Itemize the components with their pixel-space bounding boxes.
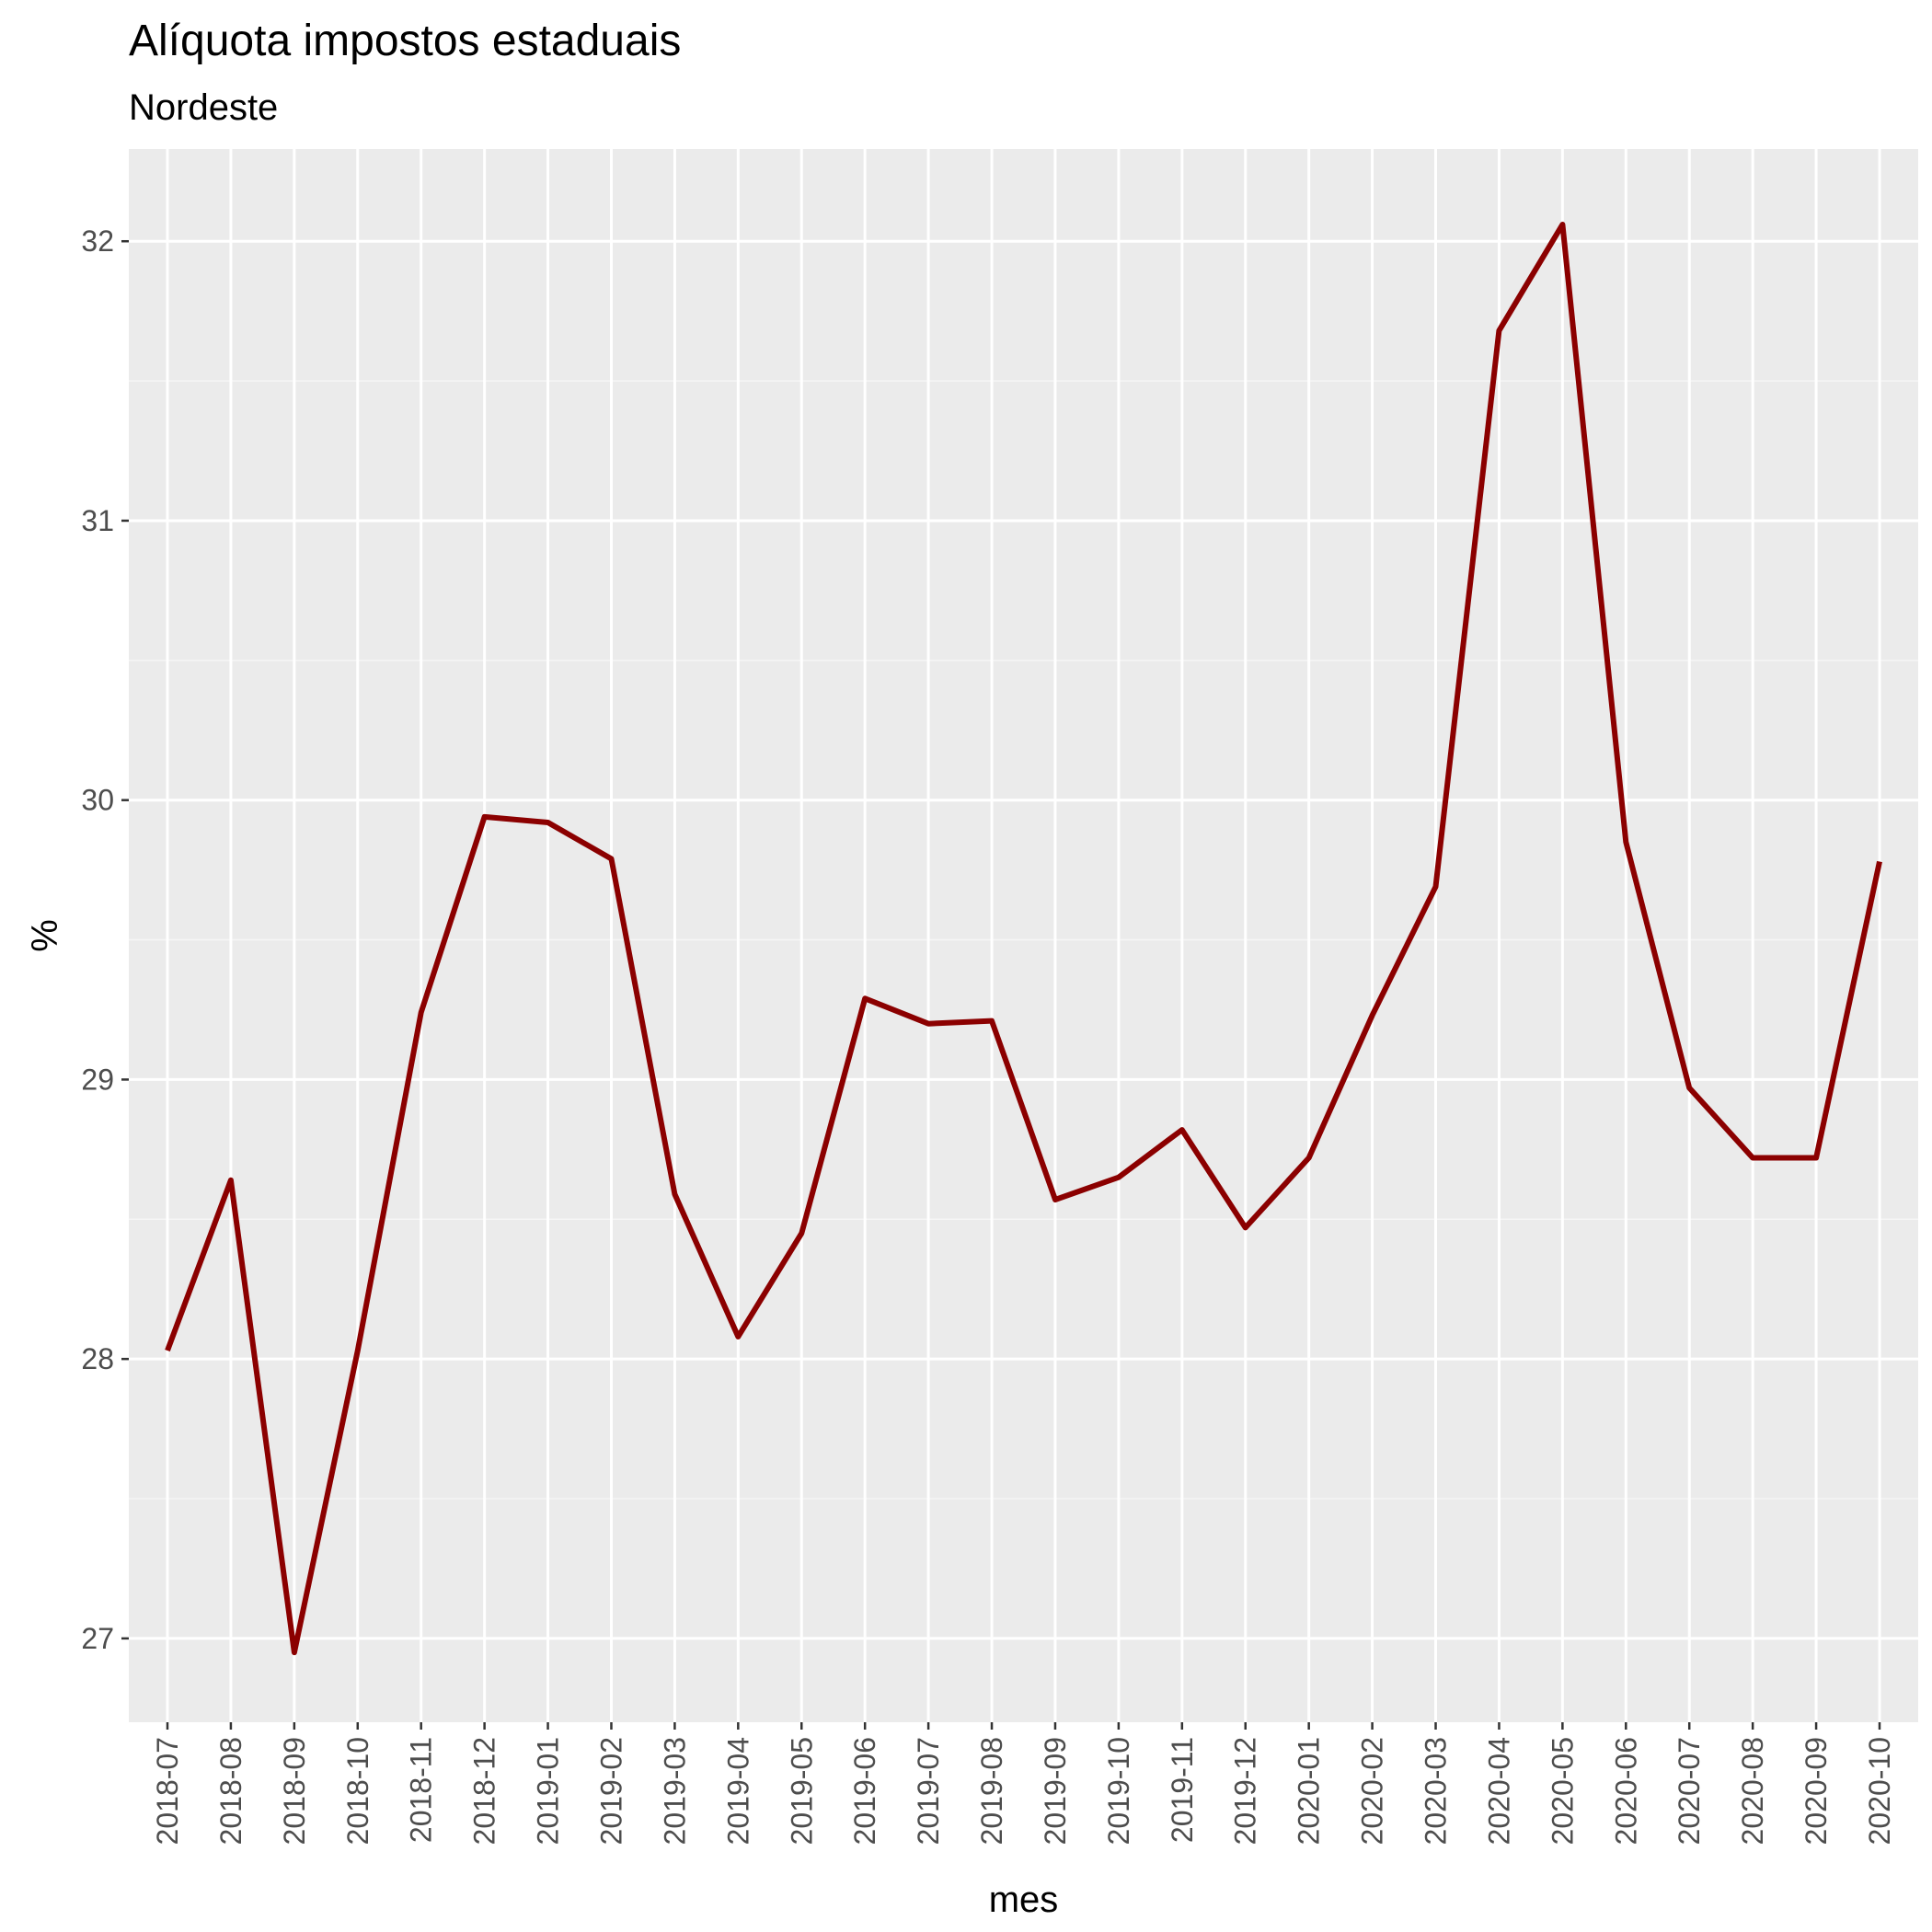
x-tick-label: 2020-04 [1482,1737,1515,1845]
x-tick-label: 2019-07 [912,1737,945,1845]
x-tick-label: 2018-07 [151,1737,184,1845]
x-tick-label: 2018-10 [341,1737,374,1845]
x-tick-label: 2019-01 [532,1737,565,1845]
x-axis-title: mes [989,1880,1059,1920]
x-tick-label: 2018-12 [468,1737,501,1845]
minor-gridlines [129,380,1918,1500]
y-tick-label: 32 [81,224,114,258]
x-tick-label: 2019-10 [1102,1737,1135,1845]
x-tick-label: 2019-08 [975,1737,1008,1845]
x-tick-label: 2019-12 [1229,1737,1262,1845]
x-tick-label: 2019-09 [1039,1737,1072,1845]
x-tick-label: 2019-05 [785,1737,818,1845]
x-tick-label: 2020-09 [1800,1737,1833,1845]
major-gridlines-y [129,239,1918,1640]
x-tick-label: 2019-02 [594,1737,627,1845]
y-axis-title: % [25,919,65,952]
x-tick-label: 2020-03 [1420,1737,1453,1845]
x-tick-label: 2019-03 [658,1737,691,1845]
y-tick-label: 27 [81,1622,114,1655]
x-tick-label: 2020-10 [1863,1737,1896,1845]
x-axis: 2018-07 2018-08 2018-09 2018-10 2018-11 2018-… [151,1722,1896,1845]
plot-panel [129,149,1918,1722]
x-tick-label: 2020-05 [1546,1737,1579,1845]
major-gridlines-x [166,149,1881,1722]
chart-title: Alíquota impostos estaduais [129,17,681,65]
y-tick-label: 31 [81,504,114,537]
x-tick-label: 2020-08 [1736,1737,1769,1845]
x-tick-label: 2019-04 [721,1737,754,1845]
x-tick-label: 2020-01 [1293,1737,1326,1845]
y-tick-label: 28 [81,1342,114,1375]
x-tick-label: 2019-11 [1166,1737,1199,1843]
series-group [165,222,1882,1656]
x-tick-label: 2020-07 [1673,1737,1706,1845]
y-tick-label: 30 [81,784,114,817]
x-tick-label: 2020-02 [1356,1737,1389,1845]
x-tick-label: 2018-09 [278,1737,311,1845]
x-tick-label: 2018-08 [214,1737,247,1845]
y-tick-label: 29 [81,1063,114,1096]
x-tick-label: 2018-11 [405,1737,438,1843]
x-tick-label: 2020-06 [1609,1737,1642,1845]
x-tick-label: 2019-06 [848,1737,881,1845]
series-line [165,222,1882,1656]
chart-subtitle: Nordeste [129,87,278,128]
y-axis: 27 28 29 30 31 32 [81,224,129,1655]
